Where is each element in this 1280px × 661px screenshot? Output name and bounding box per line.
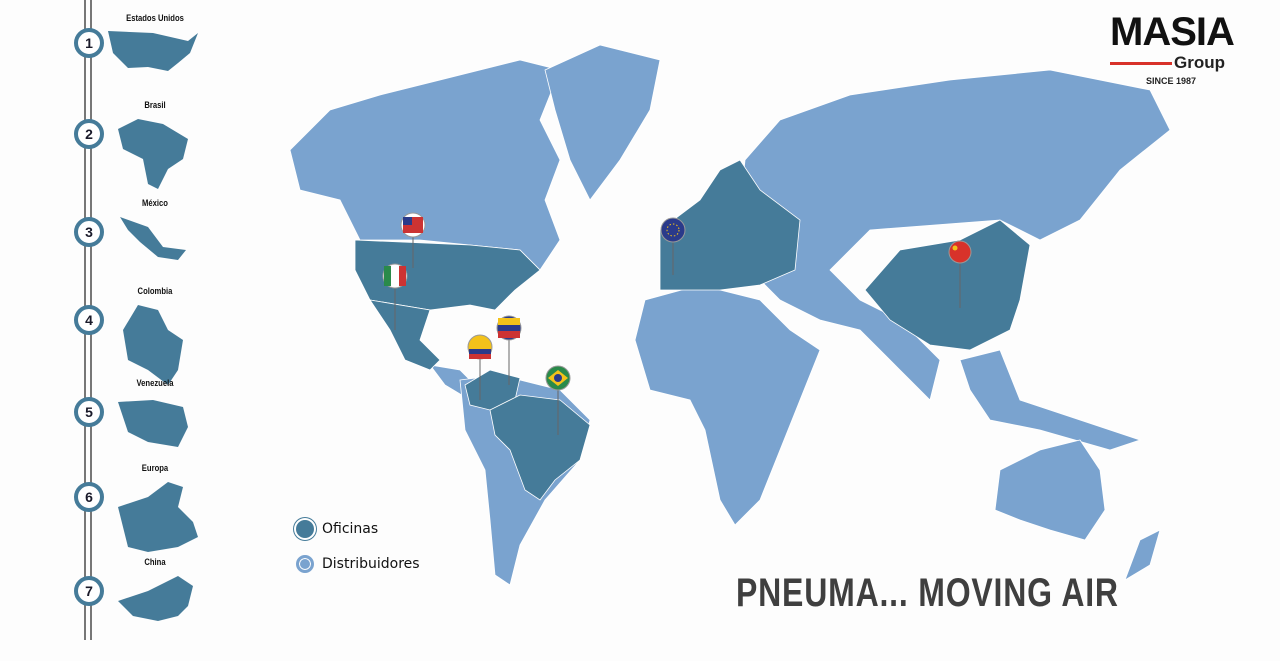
step-number: 5 xyxy=(74,397,104,427)
logo-red-bar xyxy=(1110,62,1172,65)
step-label: Colombia xyxy=(137,286,173,296)
new-zealand-region xyxy=(1124,529,1161,581)
china-region xyxy=(864,219,1031,351)
europe-region xyxy=(659,159,801,291)
masia-logo: MASIA Group SINCE 1987 xyxy=(1110,10,1250,94)
usa-flag-icon xyxy=(400,212,426,268)
offices-swatch-icon xyxy=(296,520,314,538)
legend-offices: Oficinas xyxy=(296,520,378,538)
step-label: México xyxy=(142,198,168,208)
southeast-asia-region xyxy=(959,349,1142,451)
mexico-flag-icon xyxy=(382,263,408,330)
logo-sub: Group xyxy=(1174,53,1225,72)
logo-name: MASIA xyxy=(1110,10,1235,54)
colombia-flag-icon xyxy=(467,334,493,400)
step-label: China xyxy=(144,557,166,567)
country-silhouette xyxy=(123,305,183,385)
step-label: Europa xyxy=(141,463,169,473)
usa-region xyxy=(354,239,541,311)
north-america-region xyxy=(289,59,561,271)
step-number: 7 xyxy=(74,576,104,606)
mexico-region xyxy=(369,299,441,371)
tagline: PNEUMA... MOVING AIR xyxy=(736,571,1119,615)
brazil-flag-icon xyxy=(545,365,571,435)
step-label: Venezuela xyxy=(136,378,174,388)
step-number: 3 xyxy=(74,217,104,247)
country-silhouette xyxy=(118,119,188,189)
country-silhouette xyxy=(118,482,198,552)
step-number: 1 xyxy=(74,28,104,58)
brazil-region xyxy=(489,394,591,501)
venezuela-flag-icon xyxy=(496,315,522,385)
legend-offices-label: Oficinas xyxy=(322,521,379,537)
country-silhouette xyxy=(108,31,198,71)
step-label: Estados Unidos xyxy=(126,13,184,23)
legend-distributors-label: Distribuidores xyxy=(322,556,420,572)
legend-distributors: Distribuidores xyxy=(296,555,420,573)
world-map xyxy=(289,44,1171,586)
country-silhouette xyxy=(120,217,186,260)
greenland-region xyxy=(544,44,661,201)
step-number: 2 xyxy=(74,119,104,149)
step-label: Brasil xyxy=(144,100,166,110)
asia-region xyxy=(739,69,1171,401)
eu-flag-icon xyxy=(660,217,686,275)
logo-since: SINCE 1987 xyxy=(1146,76,1197,86)
location-pins xyxy=(382,212,972,435)
africa-region xyxy=(634,284,821,526)
step-number: 6 xyxy=(74,482,104,512)
step-number: 4 xyxy=(74,305,104,335)
distributors-swatch-icon xyxy=(296,555,314,573)
country-silhouette xyxy=(118,576,193,621)
australia-region xyxy=(994,439,1106,541)
china-flag-icon xyxy=(948,240,972,308)
country-silhouette xyxy=(118,400,188,447)
